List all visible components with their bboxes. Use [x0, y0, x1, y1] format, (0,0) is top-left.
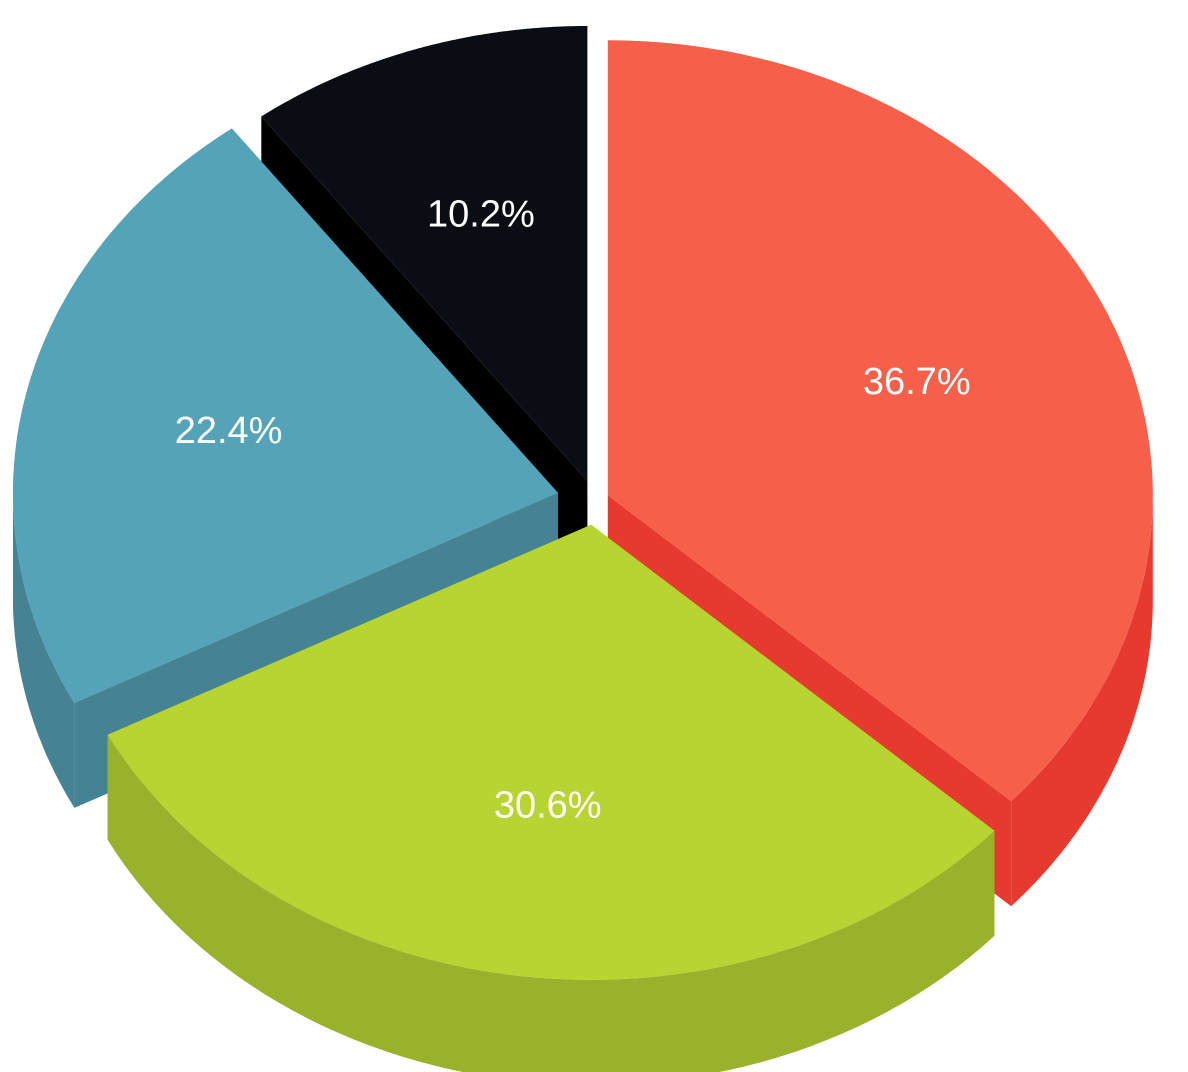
slice-label-0: 36.7% [863, 361, 971, 403]
slice-outer-wall-0-0 [1011, 495, 1153, 907]
slice-0 [607, 40, 1153, 802]
slice-label-2: 22.4% [175, 410, 283, 452]
slice-label-1: 30.6% [494, 785, 602, 827]
slice-label-3: 10.2% [427, 193, 535, 235]
slice-outer-wall-2-0 [13, 492, 75, 808]
slice-tops [13, 26, 1153, 980]
slice-labels: 36.7% 30.6% 22.4% 10.2% [175, 193, 971, 826]
slice-2 [13, 128, 558, 703]
slice-outer-wall-1-0 [107, 734, 995, 1072]
slice-3 [261, 26, 588, 481]
slice-1 [107, 524, 995, 980]
